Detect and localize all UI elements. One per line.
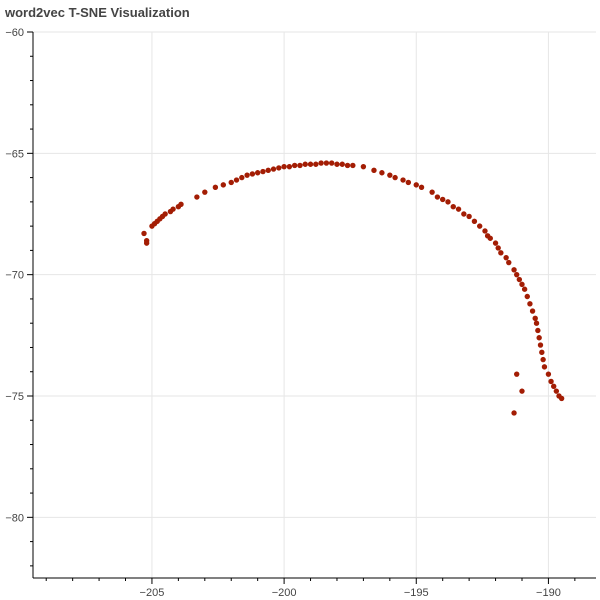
data-point xyxy=(524,293,530,300)
data-point xyxy=(492,240,499,246)
data-point xyxy=(162,211,168,217)
data-point xyxy=(516,276,523,283)
data-point xyxy=(202,189,208,195)
data-point xyxy=(548,378,554,385)
data-point xyxy=(519,281,525,288)
axes: −205 −200 −195 −190 −60 −65 −70 −75 −80 xyxy=(5,27,596,599)
data-point xyxy=(511,410,517,416)
data-point xyxy=(170,206,176,212)
grid xyxy=(33,31,596,578)
data-points xyxy=(141,160,565,416)
data-point xyxy=(344,162,351,169)
data-point xyxy=(334,161,340,167)
data-point xyxy=(141,230,147,237)
data-point xyxy=(450,204,456,210)
data-point xyxy=(511,267,517,273)
data-point xyxy=(228,179,234,186)
data-point xyxy=(254,170,261,176)
data-point xyxy=(194,194,200,200)
y-tick-label: −70 xyxy=(5,270,24,282)
y-tick-label: −80 xyxy=(5,512,24,524)
data-point xyxy=(307,161,314,167)
data-point xyxy=(471,218,478,224)
data-point xyxy=(318,160,324,166)
data-point xyxy=(529,308,536,314)
data-point xyxy=(541,364,548,370)
data-point xyxy=(220,182,227,188)
data-point xyxy=(487,235,493,241)
data-point xyxy=(249,171,256,177)
data-point xyxy=(233,177,240,183)
data-point xyxy=(313,161,319,167)
data-point xyxy=(519,388,525,394)
data-point xyxy=(265,167,271,174)
data-point xyxy=(503,254,509,261)
data-point xyxy=(506,259,512,266)
x-tick-label: −205 xyxy=(140,587,165,599)
data-point xyxy=(514,271,520,278)
data-point xyxy=(527,301,533,307)
data-point xyxy=(276,165,282,171)
data-point xyxy=(387,172,393,178)
data-point xyxy=(239,174,245,181)
data-point xyxy=(439,196,446,203)
data-point xyxy=(244,172,250,178)
data-point xyxy=(495,245,501,251)
data-point xyxy=(545,371,552,377)
data-point xyxy=(400,177,406,183)
data-point xyxy=(328,160,335,166)
data-point xyxy=(532,315,538,322)
data-point xyxy=(302,161,308,167)
data-point xyxy=(360,163,367,170)
x-tick-label: −200 xyxy=(272,587,297,599)
y-tick-label: −65 xyxy=(5,148,24,160)
data-point xyxy=(498,250,504,256)
data-point xyxy=(537,342,544,348)
data-point xyxy=(291,162,298,169)
data-point xyxy=(323,160,330,166)
data-point xyxy=(286,163,293,170)
data-point xyxy=(514,371,520,377)
data-point xyxy=(521,286,528,292)
data-point xyxy=(558,395,565,402)
data-point xyxy=(455,206,462,212)
data-point xyxy=(533,320,540,326)
data-point xyxy=(466,213,472,220)
data-point xyxy=(371,167,377,174)
data-point xyxy=(260,168,266,175)
y-tick-label: −60 xyxy=(5,27,24,39)
data-point xyxy=(350,162,356,169)
data-point xyxy=(418,184,425,191)
data-point xyxy=(143,240,150,246)
data-point xyxy=(270,166,277,172)
data-point xyxy=(339,161,345,167)
data-point xyxy=(551,383,557,389)
data-point xyxy=(392,174,398,181)
x-tick-label: −190 xyxy=(536,587,561,599)
data-point xyxy=(405,179,412,186)
data-point xyxy=(434,194,441,200)
data-point xyxy=(461,211,467,217)
data-point xyxy=(445,199,451,205)
data-point xyxy=(413,182,419,188)
x-tick-label: −195 xyxy=(404,587,429,599)
data-point xyxy=(476,223,483,229)
data-point xyxy=(297,162,303,169)
data-point xyxy=(535,327,541,334)
data-point xyxy=(379,170,385,176)
data-point xyxy=(482,228,488,234)
chart-title: word2vec T-SNE Visualization xyxy=(5,5,190,20)
data-point xyxy=(536,335,542,341)
data-point xyxy=(281,163,287,170)
data-point xyxy=(539,349,545,356)
data-point xyxy=(429,189,435,195)
data-point xyxy=(178,201,184,207)
data-point xyxy=(553,388,560,394)
y-tick-label: −75 xyxy=(5,391,24,403)
data-point xyxy=(540,356,546,363)
data-point xyxy=(212,184,219,191)
